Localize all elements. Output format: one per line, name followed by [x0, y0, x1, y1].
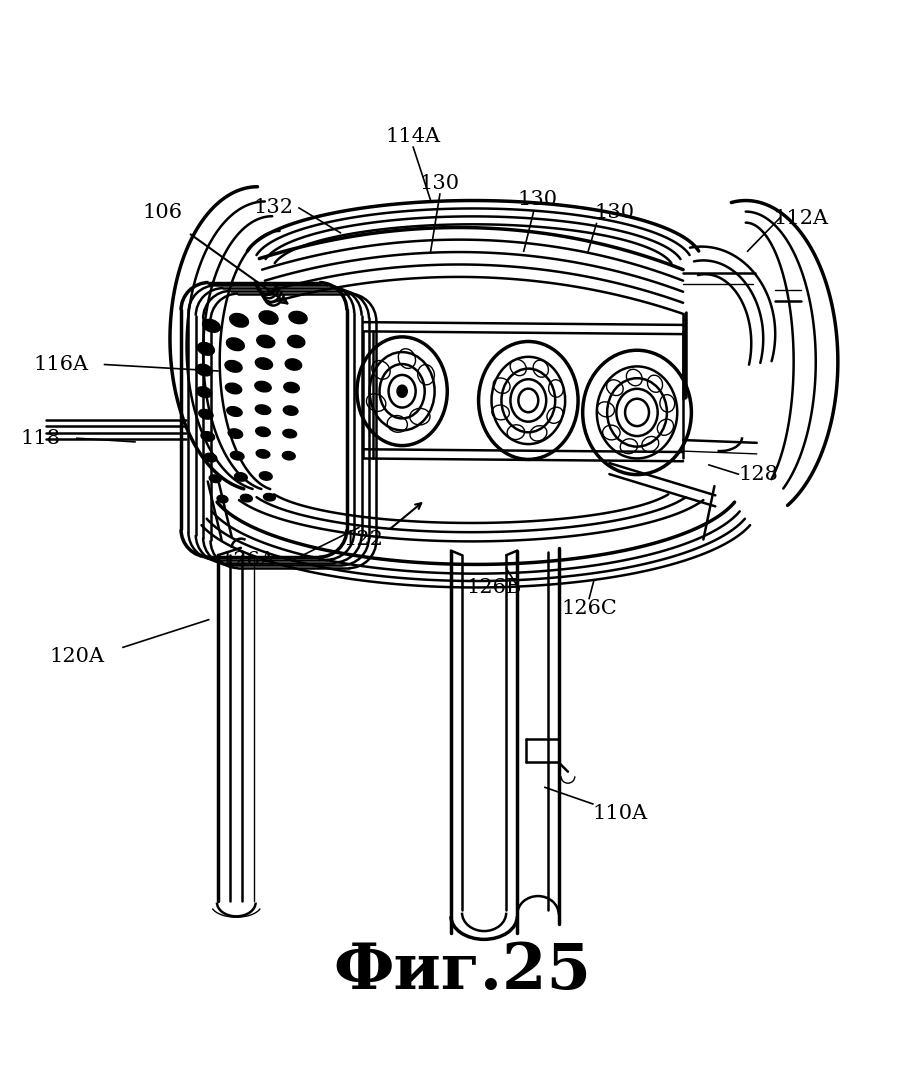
- Text: 114A: 114A: [385, 128, 441, 146]
- Text: 116A: 116A: [33, 355, 89, 375]
- Ellipse shape: [240, 495, 252, 502]
- Ellipse shape: [228, 429, 243, 438]
- Ellipse shape: [230, 313, 249, 328]
- Ellipse shape: [289, 311, 307, 323]
- Ellipse shape: [225, 383, 242, 394]
- Text: 126A: 126A: [221, 551, 275, 570]
- Ellipse shape: [235, 473, 248, 482]
- Ellipse shape: [263, 494, 275, 501]
- Text: 126B: 126B: [467, 578, 522, 597]
- Text: 106: 106: [142, 203, 183, 222]
- Text: Фиг.25: Фиг.25: [333, 941, 591, 1002]
- Ellipse shape: [283, 429, 297, 438]
- Text: 110A: 110A: [593, 804, 648, 822]
- Text: 130: 130: [419, 174, 460, 192]
- Ellipse shape: [256, 427, 271, 437]
- Text: 112A: 112A: [773, 209, 829, 227]
- Ellipse shape: [256, 450, 270, 459]
- Ellipse shape: [226, 406, 242, 416]
- Text: 130: 130: [595, 203, 635, 222]
- Ellipse shape: [397, 385, 407, 396]
- Text: 132: 132: [253, 199, 293, 217]
- Text: 118: 118: [20, 429, 60, 448]
- Ellipse shape: [284, 406, 298, 415]
- Ellipse shape: [197, 387, 212, 397]
- Ellipse shape: [196, 365, 213, 376]
- Ellipse shape: [286, 359, 301, 370]
- Ellipse shape: [209, 475, 221, 483]
- Ellipse shape: [225, 360, 242, 372]
- Ellipse shape: [199, 410, 213, 419]
- Text: 128: 128: [738, 464, 779, 484]
- Ellipse shape: [283, 451, 296, 460]
- Ellipse shape: [255, 405, 271, 415]
- Ellipse shape: [217, 496, 228, 502]
- Ellipse shape: [202, 319, 220, 332]
- Text: 126C: 126C: [561, 600, 617, 618]
- Ellipse shape: [260, 472, 273, 480]
- Ellipse shape: [287, 335, 305, 347]
- Text: 122: 122: [344, 530, 383, 549]
- Ellipse shape: [201, 431, 214, 441]
- Ellipse shape: [284, 382, 299, 393]
- Ellipse shape: [255, 381, 271, 392]
- Ellipse shape: [230, 451, 244, 460]
- Text: 130: 130: [517, 190, 557, 210]
- Ellipse shape: [226, 337, 244, 351]
- Ellipse shape: [257, 335, 274, 347]
- Text: 120A: 120A: [49, 648, 104, 666]
- Ellipse shape: [259, 311, 278, 324]
- Ellipse shape: [198, 343, 214, 355]
- Ellipse shape: [204, 453, 217, 462]
- Ellipse shape: [255, 358, 273, 369]
